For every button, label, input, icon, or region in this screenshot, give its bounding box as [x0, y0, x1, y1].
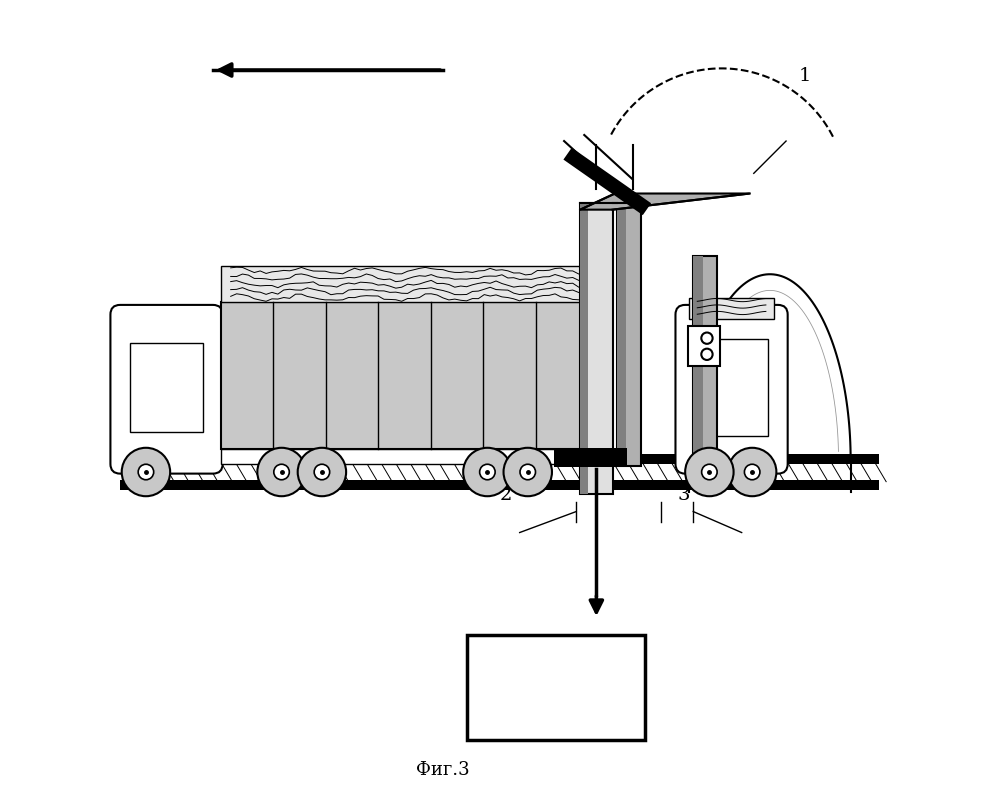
FancyBboxPatch shape [687, 326, 720, 366]
Bar [221, 450, 588, 464]
Circle shape [701, 348, 712, 360]
Bar [616, 203, 640, 466]
Circle shape [274, 464, 290, 480]
Text: 4: 4 [553, 675, 566, 693]
Text: 1: 1 [798, 66, 811, 85]
FancyBboxPatch shape [224, 398, 236, 417]
Bar [468, 635, 644, 740]
Bar [695, 339, 768, 436]
Circle shape [728, 448, 776, 497]
FancyBboxPatch shape [120, 464, 879, 482]
Bar [693, 256, 717, 466]
Text: 3: 3 [677, 487, 689, 505]
Circle shape [122, 448, 170, 497]
Polygon shape [563, 147, 651, 215]
Circle shape [314, 464, 330, 480]
Bar [221, 302, 588, 450]
Circle shape [701, 464, 717, 480]
Circle shape [464, 448, 511, 497]
FancyBboxPatch shape [111, 305, 223, 474]
FancyBboxPatch shape [675, 305, 787, 474]
Circle shape [138, 464, 154, 480]
Bar [130, 343, 203, 432]
Bar [693, 256, 703, 466]
Bar [120, 480, 879, 490]
Polygon shape [580, 194, 749, 210]
Circle shape [744, 464, 760, 480]
Text: Фиг.3: Фиг.3 [417, 761, 470, 779]
Circle shape [685, 448, 733, 497]
Bar [120, 454, 879, 464]
Circle shape [298, 448, 346, 497]
Bar [689, 298, 774, 318]
Bar [580, 203, 588, 494]
Bar [616, 203, 626, 466]
Text: 2: 2 [500, 487, 512, 505]
Bar [554, 448, 627, 467]
Circle shape [520, 464, 535, 480]
Bar [221, 266, 588, 302]
Circle shape [258, 448, 306, 497]
Bar [580, 203, 612, 494]
Circle shape [701, 333, 712, 343]
Circle shape [503, 448, 552, 497]
Circle shape [480, 464, 496, 480]
